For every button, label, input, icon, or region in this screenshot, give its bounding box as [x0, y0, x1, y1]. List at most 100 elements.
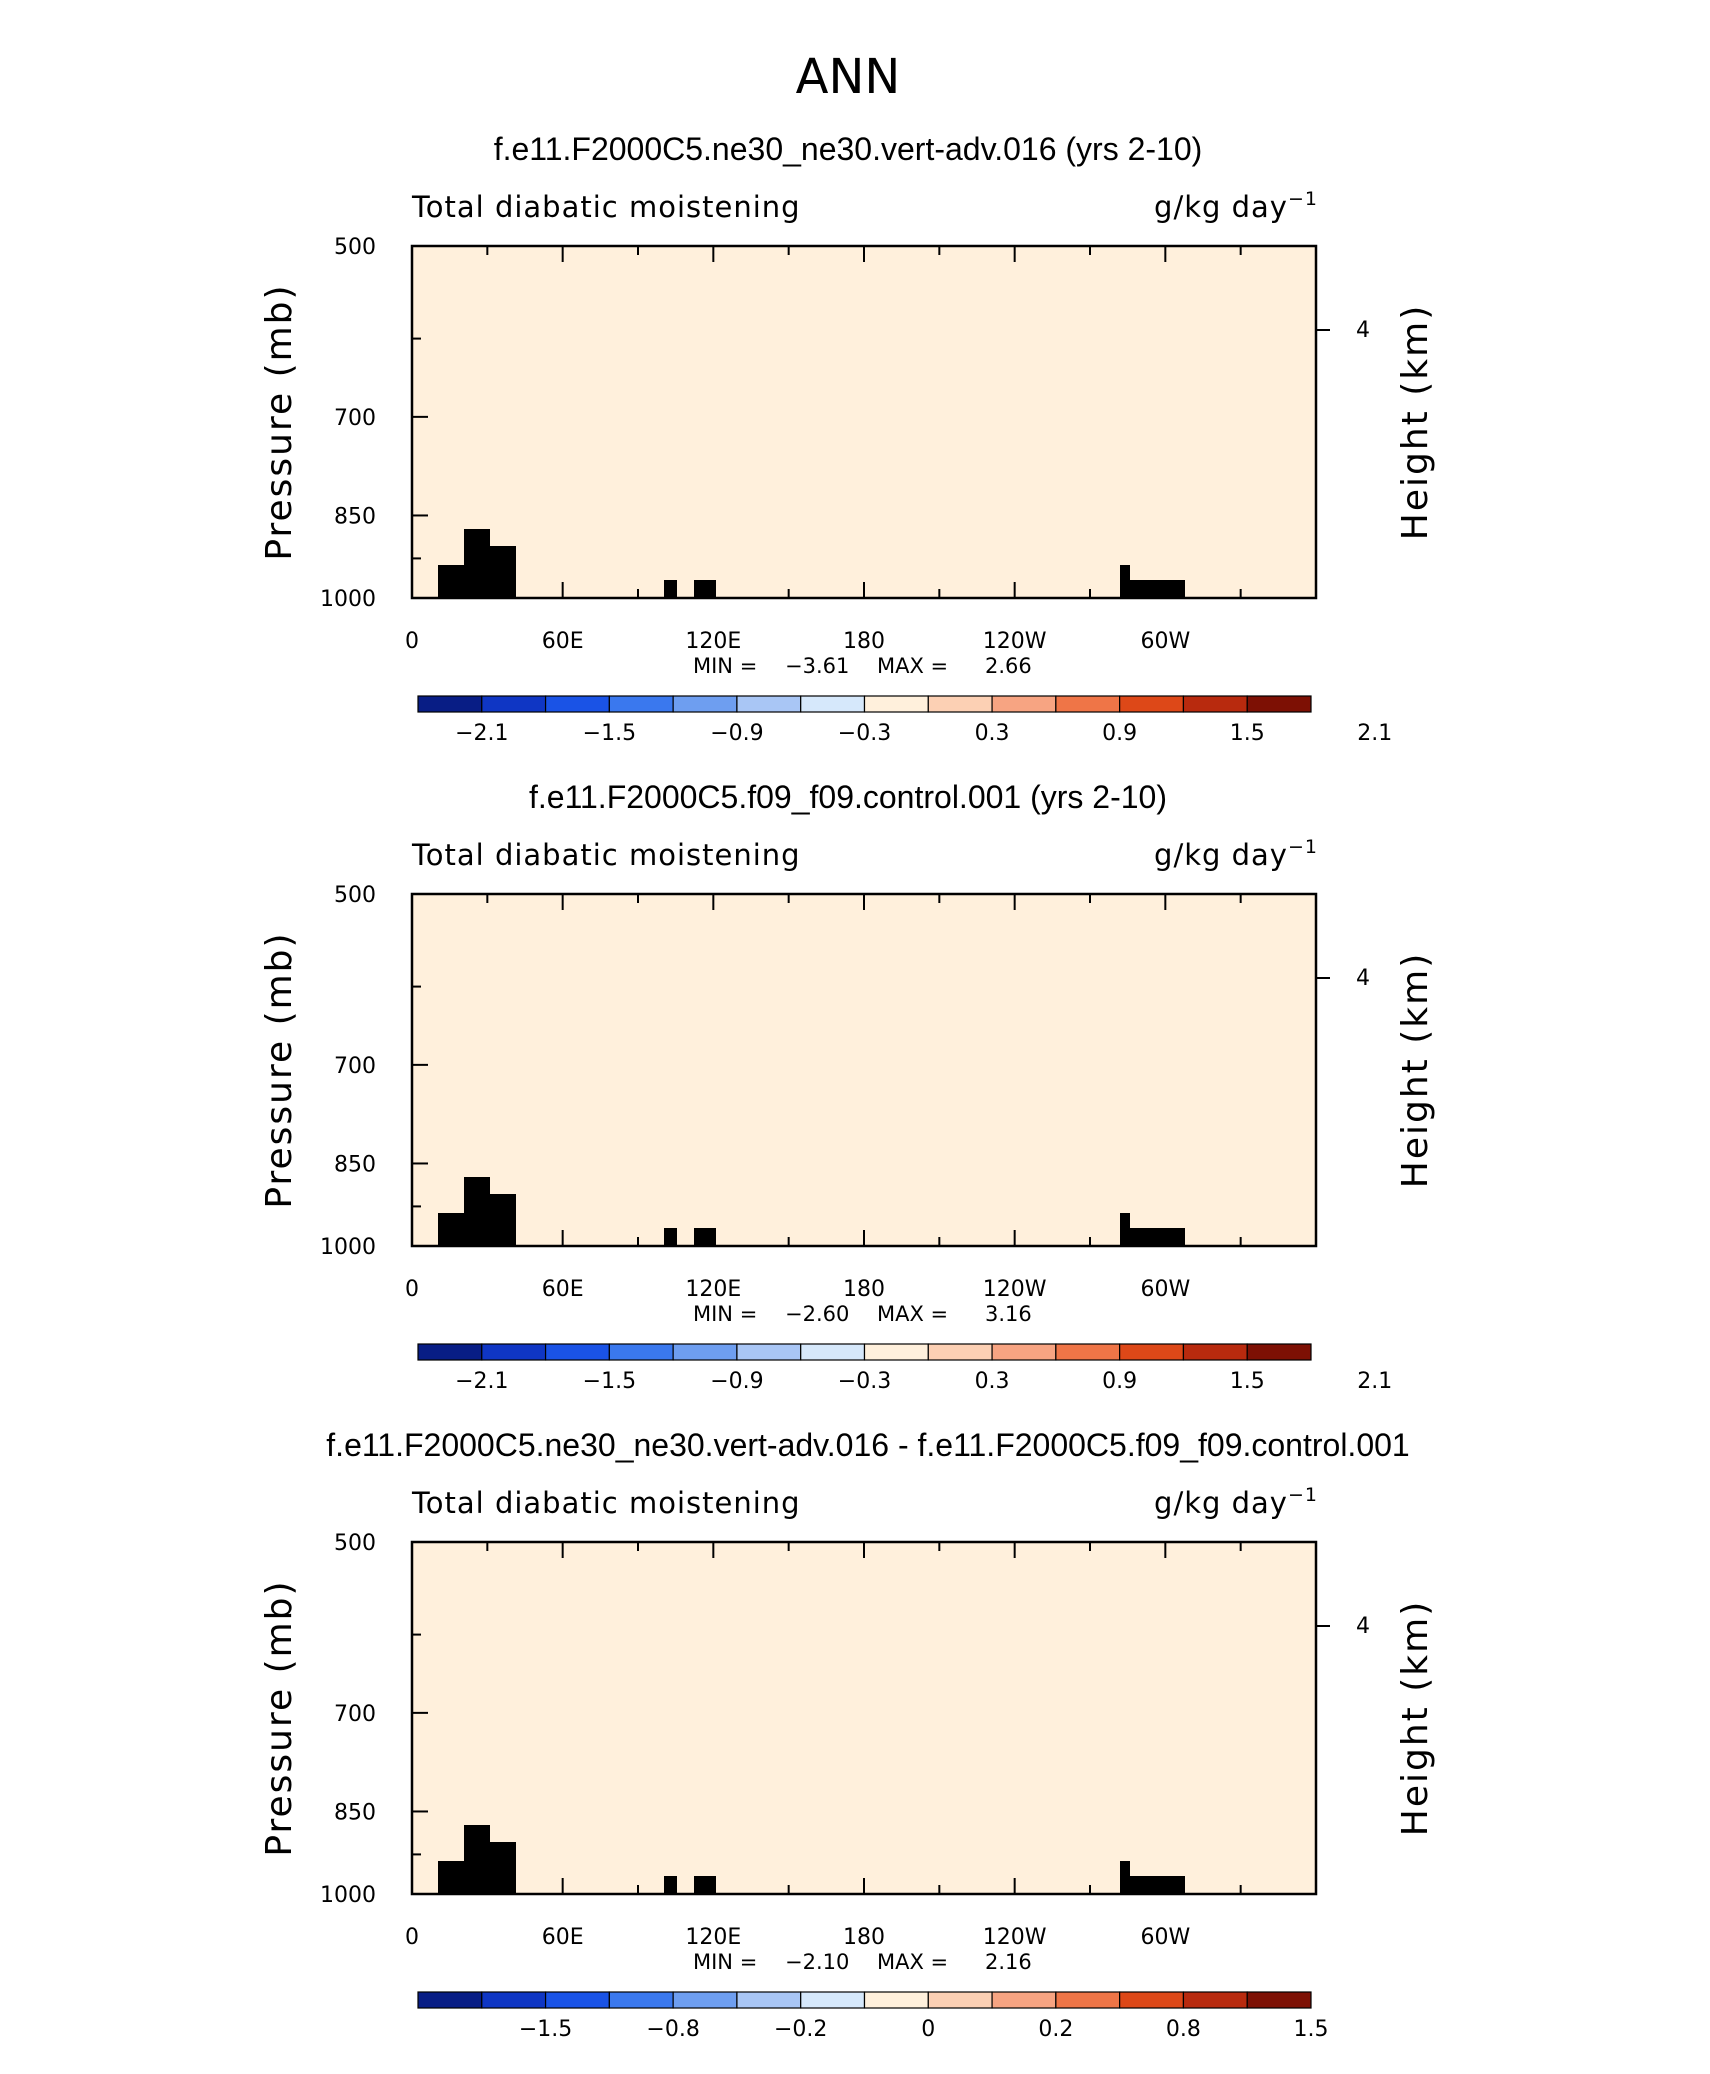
land-mask	[1130, 1876, 1185, 1894]
min-value: −2.60	[785, 1302, 849, 1326]
x-tick-label: 120W	[983, 1925, 1047, 1950]
colorbar-swatch	[481, 1343, 547, 1361]
y-tick-label: 500	[334, 883, 376, 908]
land-mask	[438, 1213, 464, 1246]
panel-1: f.e11.F2000C5.ne30_ne30.vert-adv.016 (yr…	[259, 131, 1436, 746]
colorbar-swatch	[736, 1991, 802, 2009]
right-tick-label: 4	[1356, 318, 1370, 343]
colorbar-label: 0.2	[1038, 2017, 1073, 2042]
land-mask	[664, 1876, 677, 1894]
land-mask	[1120, 565, 1130, 598]
contour-region	[412, 246, 1316, 598]
land-mask	[1130, 580, 1185, 598]
colorbar-label: 1.5	[1230, 1369, 1265, 1394]
y-tick-label: 700	[334, 1054, 376, 1079]
min-value: −2.10	[785, 1950, 849, 1974]
colorbar-swatch	[863, 1991, 929, 2009]
x-tick-label: 120E	[685, 1277, 741, 1302]
y-tick-label: 500	[334, 235, 376, 260]
x-tick-label: 180	[843, 629, 885, 654]
right-axis-title: Height (km)	[1395, 1600, 1436, 1836]
colorbar-swatch	[1182, 1991, 1248, 2009]
axes: 0 60E 120E 180 120W 60W 500 700 850 1000 4	[320, 1531, 1370, 1950]
y-tick-label: 500	[334, 1531, 376, 1556]
colorbar-swatch	[1119, 1991, 1185, 2009]
colorbar-swatch	[544, 1343, 610, 1361]
colorbar-swatch	[672, 1343, 738, 1361]
colorbar-label: −1.5	[583, 1369, 636, 1394]
panel-title: f.e11.F2000C5.ne30_ne30.vert-adv.016 (yr…	[494, 131, 1203, 167]
left-string: Total diabatic moistening	[411, 838, 801, 872]
contour-field	[412, 246, 1316, 598]
left-string: Total diabatic moistening	[411, 190, 801, 224]
colorbar-label: −2.1	[455, 1369, 508, 1394]
min-label: MIN =	[693, 654, 757, 678]
x-tick-label: 60E	[542, 629, 584, 654]
y-tick-label: 850	[334, 504, 376, 529]
axes: 0 60E 120E 180 120W 60W 500 700 850 1000 4	[320, 235, 1370, 654]
colorbar-swatch	[1246, 1343, 1312, 1361]
x-tick-label: 180	[843, 1925, 885, 1950]
right-axis-title: Height (km)	[1395, 304, 1436, 540]
colorbar-label: −0.3	[838, 1369, 891, 1394]
land-mask	[438, 1861, 464, 1894]
colorbar-label: −1.5	[519, 2017, 572, 2042]
land-mask	[490, 1194, 516, 1246]
x-tick-label: 120E	[685, 1925, 741, 1950]
colorbar-swatch	[736, 695, 802, 713]
colorbar-label: −0.2	[774, 2017, 827, 2042]
colorbar-swatch	[608, 1343, 674, 1361]
min-label: MIN =	[693, 1302, 757, 1326]
colorbar-swatch	[481, 695, 547, 713]
contour-field	[412, 894, 1316, 1246]
colorbar-swatch	[800, 1991, 866, 2009]
panel-title: f.e11.F2000C5.f09_f09.control.001 (yrs 2…	[529, 779, 1167, 815]
colorbar-swatch	[1119, 1343, 1185, 1361]
land-mask	[490, 546, 516, 598]
x-tick-label: 60W	[1140, 1925, 1190, 1950]
colorbar-label: 0.9	[1102, 721, 1137, 746]
colorbar-swatch	[863, 695, 929, 713]
colorbar: −1.5 −0.8 −0.2 0 0.2 0.8 1.5	[417, 1991, 1329, 2042]
x-tick-label: 120W	[983, 629, 1047, 654]
y-axis-title: Pressure (mb)	[259, 1579, 300, 1856]
land-mask	[464, 529, 490, 598]
max-label: MAX =	[877, 654, 948, 678]
contour-field	[412, 1542, 1316, 1894]
colorbar-label: 0	[921, 2017, 935, 2042]
y-axis-title: Pressure (mb)	[259, 931, 300, 1208]
colorbar-swatch	[417, 695, 483, 713]
x-tick-label: 180	[843, 1277, 885, 1302]
colorbar-swatch	[1055, 1991, 1121, 2009]
left-string: Total diabatic moistening	[411, 1486, 801, 1520]
colorbar-swatch	[608, 1991, 674, 2009]
y-tick-label: 1000	[320, 1235, 376, 1260]
x-tick-label: 120W	[983, 1277, 1047, 1302]
y-axis-title: Pressure (mb)	[259, 283, 300, 560]
right-tick-label: 4	[1356, 1614, 1370, 1639]
colorbar-swatch	[1182, 1343, 1248, 1361]
land-mask	[438, 565, 464, 598]
land-mask	[464, 1177, 490, 1246]
panel-title: f.e11.F2000C5.ne30_ne30.vert-adv.016 - f…	[326, 1427, 1409, 1463]
y-tick-label: 850	[334, 1152, 376, 1177]
colorbar-swatch	[991, 1991, 1057, 2009]
land-mask	[694, 1228, 716, 1246]
colorbar-label: 2.1	[1357, 1369, 1392, 1394]
colorbar-swatch	[927, 1343, 993, 1361]
colorbar-swatch	[1055, 695, 1121, 713]
colorbar-swatch	[417, 1991, 483, 2009]
colorbar-swatch	[481, 1991, 547, 2009]
colorbar-swatch	[672, 1991, 738, 2009]
colorbar-swatch	[544, 1991, 610, 2009]
land-mask	[694, 1876, 716, 1894]
colorbar-swatch	[991, 1343, 1057, 1361]
colorbar-swatch	[991, 695, 1057, 713]
max-value: 2.66	[985, 654, 1032, 678]
colorbar-swatch	[672, 695, 738, 713]
land-mask	[694, 580, 716, 598]
min-value: −3.61	[785, 654, 849, 678]
units-label: g/kg day−1	[1154, 188, 1318, 224]
colorbar-swatch	[608, 695, 674, 713]
x-tick-label: 0	[405, 1277, 419, 1302]
